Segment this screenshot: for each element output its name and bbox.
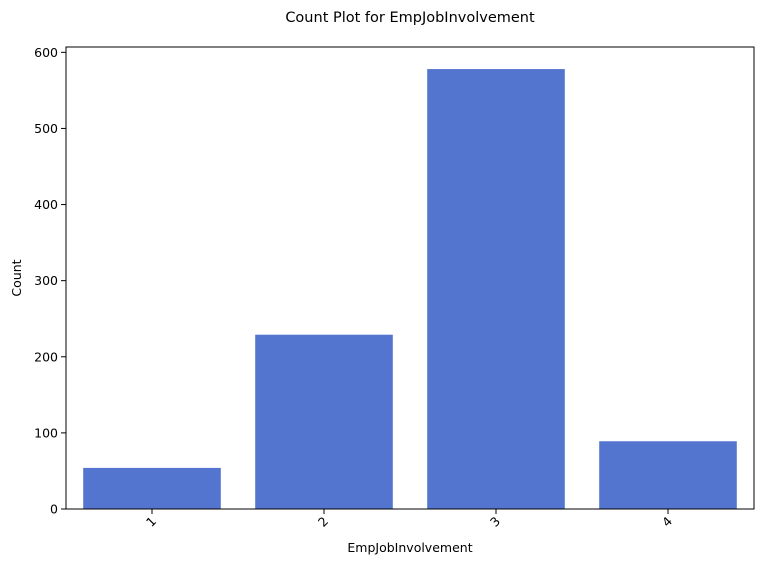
- plot-frame: [65, 46, 755, 510]
- y-tick-label: 600: [34, 45, 58, 60]
- y-tick-label: 500: [34, 121, 58, 136]
- x-tick-label: 2: [315, 514, 331, 530]
- x-tick-label: 3: [487, 514, 503, 530]
- bars-group: [83, 69, 737, 510]
- x-axis-label: EmpJobInvolvement: [347, 540, 472, 555]
- y-axis-ticks: 0 100 200 300 400 500 600: [34, 45, 66, 517]
- x-axis-ticks: 1 2 3 4: [143, 509, 675, 530]
- x-tick-label: 1: [143, 514, 159, 530]
- bar-1: [83, 467, 221, 509]
- y-axis-label: Count: [9, 259, 24, 296]
- bar-3: [427, 69, 565, 510]
- y-tick-label: 100: [34, 425, 58, 440]
- bar-4: [599, 441, 737, 509]
- y-tick-label: 400: [34, 197, 58, 212]
- x-tick-label: 4: [659, 513, 675, 529]
- bar-2: [255, 334, 393, 509]
- chart-title: Count Plot for EmpJobInvolvement: [285, 10, 535, 26]
- y-tick-label: 0: [50, 502, 58, 517]
- y-tick-label: 300: [34, 273, 58, 288]
- y-tick-label: 200: [34, 349, 58, 364]
